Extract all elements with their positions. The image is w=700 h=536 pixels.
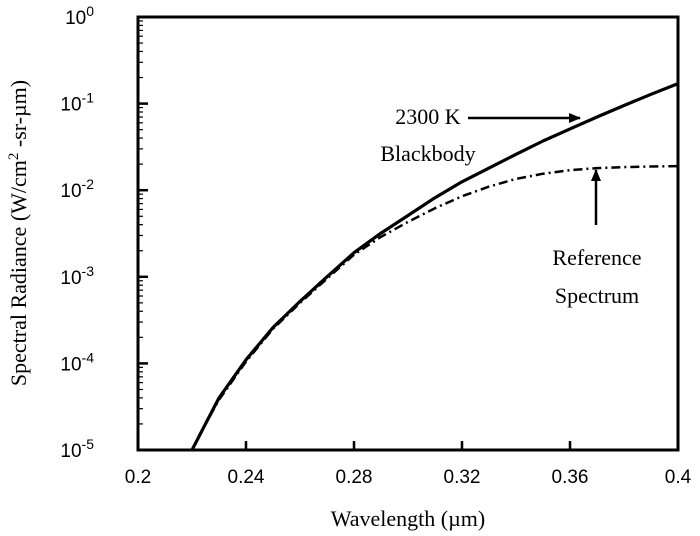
y-tick-label: 100 <box>65 3 94 29</box>
annotation-reference-line1: Reference <box>552 245 641 270</box>
plot-frame <box>136 15 680 452</box>
x-tick-label: 0.4 <box>665 467 692 488</box>
series-line-blackbody <box>190 82 679 451</box>
y-tick-label: 10-5 <box>60 436 94 462</box>
y-axis-label: Spectral Radiance (W/cm2 -sr-µm) <box>6 80 31 386</box>
y-tick-label: 10-4 <box>60 349 94 375</box>
y-tick-label: 10-3 <box>60 263 94 289</box>
annotation-reference: Reference Spectrum <box>552 169 642 308</box>
annotation-reference-line2: Spectrum <box>555 283 639 308</box>
x-tick-label: 0.2 <box>125 467 151 488</box>
x-tick-label: 0.36 <box>552 467 589 488</box>
x-tick-label: 0.32 <box>444 467 481 488</box>
annotation-blackbody-line1: 2300 K <box>395 104 461 129</box>
y-tick-label: 10-2 <box>60 176 94 202</box>
series-line-reference <box>190 164 679 451</box>
x-axis-label: Wavelength (µm) <box>331 506 485 531</box>
annotation-blackbody: 2300 K Blackbody <box>380 104 581 166</box>
y-tick-label: 10-1 <box>60 90 94 116</box>
x-tick-label: 0.24 <box>228 467 265 488</box>
x-tick-label: 0.28 <box>336 467 373 488</box>
annotation-blackbody-line2: Blackbody <box>380 141 475 166</box>
